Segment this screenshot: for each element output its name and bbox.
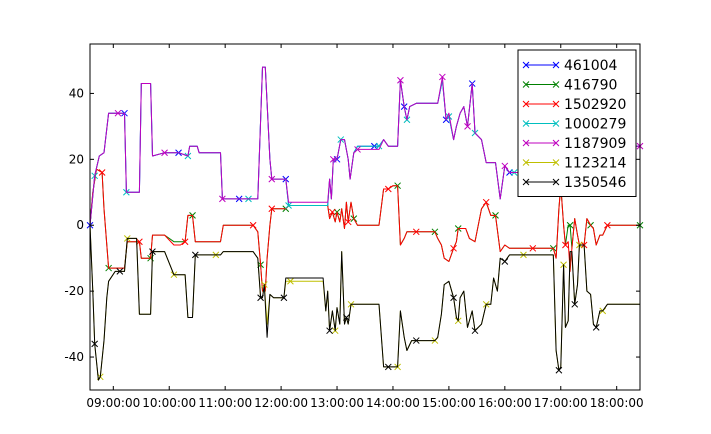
data-point (412, 228, 420, 236)
data-point (384, 185, 392, 193)
x-tick-label: 09:00:00 (86, 396, 140, 410)
data-point (592, 324, 600, 331)
data-point (562, 241, 569, 249)
data-point (287, 277, 294, 285)
x-tick-label: 12:00:00 (254, 396, 308, 410)
legend: 461004 416790 1502920 1000279 1187909 1123214… (517, 49, 637, 197)
y-tick-label: 40 (69, 86, 84, 100)
data-point (329, 155, 337, 163)
legend-marker (522, 159, 530, 166)
legend-label: 1000279 (564, 117, 626, 133)
data-point (114, 109, 122, 117)
data-point (268, 175, 276, 183)
data-point (343, 314, 350, 321)
legend-marker (522, 139, 530, 147)
data-point (219, 195, 226, 203)
data-point (354, 146, 361, 153)
x-tick-label: 16:00:00 (478, 396, 532, 410)
data-point (249, 221, 257, 229)
legend-label: 1123214 (564, 156, 626, 172)
data-point (384, 363, 392, 371)
x-tick-label: 15:00:00 (422, 396, 476, 410)
x-tick-label: 14:00:00 (366, 396, 420, 410)
data-point (471, 327, 479, 335)
legend-item: 1350546 (522, 175, 626, 191)
legend-item: 1123214 (522, 156, 626, 172)
x-tick-label: 11:00:00 (198, 396, 252, 410)
y-tick-label: -40 (64, 350, 84, 364)
data-point (161, 149, 168, 157)
legend-label: 1187909 (564, 136, 626, 152)
data-point (450, 244, 457, 252)
legend-item: 1502920 (522, 97, 626, 113)
data-point (555, 366, 563, 374)
data-point (280, 294, 288, 302)
axis-layer: -40 -20 0 20 40 09:00:00 10:00:00 11:00:00 12:00… (64, 44, 644, 410)
legend-item: 461004 (522, 58, 618, 74)
legend-marker (552, 139, 560, 147)
data-point (501, 162, 509, 170)
data-point (181, 238, 189, 246)
legend-marker (522, 120, 530, 127)
y-tick-label: -20 (64, 284, 84, 298)
legend-item: 1187909 (522, 136, 626, 152)
legend-marker (552, 120, 560, 127)
data-point (464, 123, 471, 130)
x-tick-label: 13:00:00 (310, 396, 364, 410)
legend-item: 1000279 (522, 117, 626, 133)
data-point (91, 340, 99, 348)
legend-label: 416790 (564, 78, 617, 94)
data-point (326, 327, 333, 335)
legend-marker (522, 81, 530, 88)
plot-frame (89, 43, 641, 391)
data-point (450, 294, 457, 302)
data-point (257, 294, 264, 302)
data-point (604, 221, 611, 229)
y-tick-label: 20 (69, 152, 84, 166)
data-point (285, 202, 292, 209)
data-point (136, 238, 143, 246)
legend-marker (552, 61, 560, 69)
series-line (89, 225, 640, 381)
legend-item: 416790 (522, 78, 617, 94)
data-point (149, 248, 156, 255)
data-point (116, 268, 124, 275)
x-tick-label: 17:00:00 (534, 396, 588, 410)
data-point (439, 73, 446, 81)
legend-label: 1350546 (564, 175, 626, 191)
data-point (501, 258, 509, 265)
data-point (571, 300, 579, 308)
data-point (329, 208, 336, 216)
legend-label: 1502920 (564, 97, 626, 113)
series-1502920 (89, 168, 640, 292)
data-point (482, 198, 490, 206)
legend-marker (552, 159, 560, 166)
data-point (344, 218, 352, 226)
data-point (397, 76, 404, 84)
series-1350546 (89, 225, 640, 381)
x-tick-label: 18:00:00 (590, 396, 644, 410)
legend-marker (522, 178, 530, 186)
legend-marker (522, 100, 530, 108)
data-point (268, 205, 276, 213)
x-tick-label: 10:00:00 (142, 396, 196, 410)
legend-marker (522, 61, 530, 69)
legend-marker (552, 100, 560, 108)
legend-marker (552, 81, 560, 88)
data-point (566, 221, 574, 229)
legend-label: 461004 (564, 58, 618, 74)
y-tick-label: 0 (76, 218, 84, 232)
data-point (412, 337, 420, 344)
data-point (191, 251, 199, 259)
data-point (98, 169, 106, 176)
data-point (529, 244, 537, 252)
legend-marker (552, 178, 560, 186)
series-line (89, 168, 640, 292)
